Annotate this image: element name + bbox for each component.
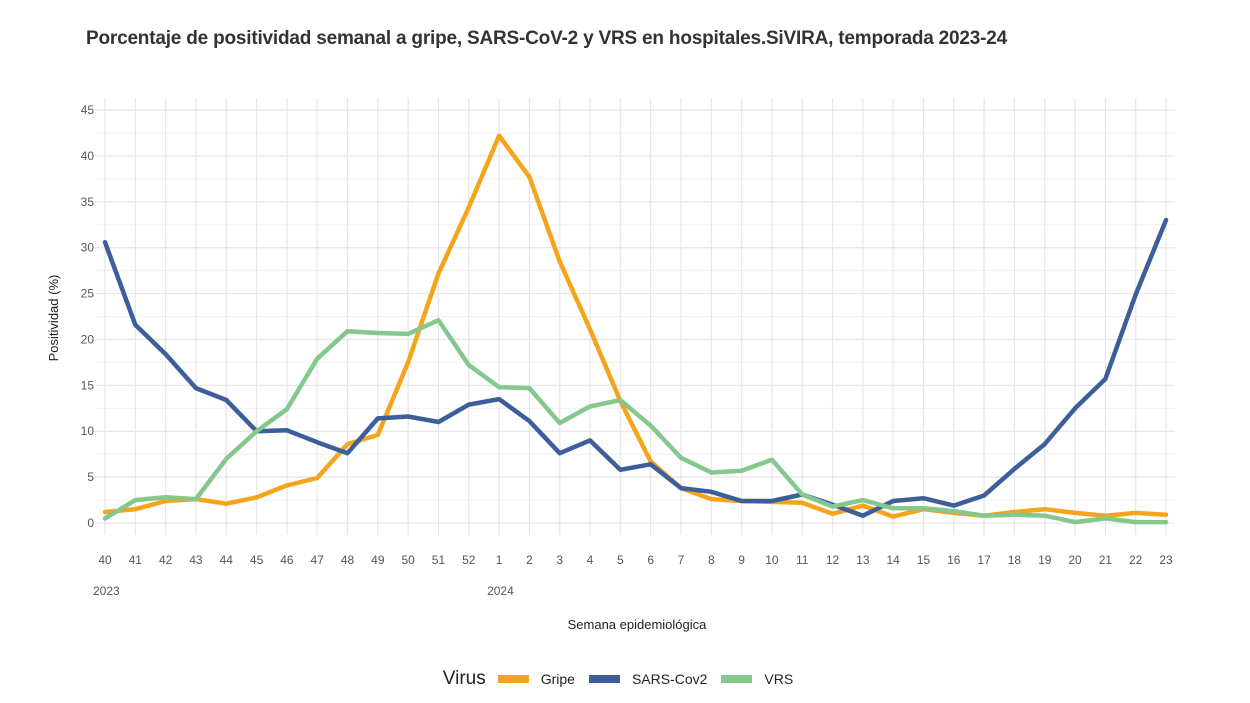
x-tick-label: 43 bbox=[189, 553, 203, 567]
x-tick-label: 41 bbox=[129, 553, 143, 567]
x-tick-label: 52 bbox=[462, 553, 476, 567]
x-axis-ticks: 40 41 42 43 44 45 46 47 48 49 50 51 52 1 2 3 4 5 6 7 8 9 10 11 1… bbox=[93, 553, 1173, 598]
legend-swatch-sars-cov2 bbox=[588, 675, 620, 683]
x-tick-label: 14 bbox=[886, 553, 900, 567]
series-line-sars-cov2 bbox=[102, 217, 1169, 518]
x-tick-label: 6 bbox=[647, 553, 654, 567]
x-tick-label: 5 bbox=[617, 553, 624, 567]
legend: Virus Gripe SARS-Cov2 VRS bbox=[0, 668, 1250, 690]
x-tick-label: 46 bbox=[280, 553, 294, 567]
legend-item-vrs: VRS bbox=[721, 671, 793, 687]
x-tick-label: 22 bbox=[1129, 553, 1143, 567]
x-tick-label: 20 bbox=[1068, 553, 1082, 567]
legend-swatch-vrs bbox=[721, 675, 753, 683]
series-lines bbox=[102, 133, 1169, 525]
x-tick-label: 12 bbox=[826, 553, 840, 567]
y-tick-label: 25 bbox=[81, 287, 95, 301]
x-tick-label: 42 bbox=[159, 553, 173, 567]
y-tick-label: 15 bbox=[81, 378, 95, 392]
y-tick-label: 40 bbox=[81, 149, 95, 163]
y-axis-title: Positividad (%) bbox=[46, 275, 61, 362]
x-tick-label: 17 bbox=[977, 553, 991, 567]
x-tick-label: 3 bbox=[556, 553, 563, 567]
chart-title: Porcentaje de positividad semanal a grip… bbox=[86, 28, 1008, 49]
legend-item-gripe: Gripe bbox=[497, 671, 575, 687]
x-tick-label: 8 bbox=[708, 553, 715, 567]
x-tick-label: 13 bbox=[856, 553, 870, 567]
x-year-label: 2023 bbox=[93, 584, 120, 598]
x-tick-label: 51 bbox=[432, 553, 446, 567]
y-tick-label: 45 bbox=[81, 103, 95, 117]
y-tick-label: 30 bbox=[81, 241, 95, 255]
x-tick-label: 47 bbox=[311, 553, 325, 567]
x-tick-label: 49 bbox=[371, 553, 385, 567]
y-axis-ticks: 0 5 10 15 20 25 30 35 40 45 bbox=[81, 103, 95, 530]
y-tick-label: 35 bbox=[81, 195, 95, 209]
x-tick-label: 7 bbox=[678, 553, 685, 567]
x-tick-label: 4 bbox=[587, 553, 594, 567]
legend-label-vrs: VRS bbox=[764, 671, 794, 687]
y-tick-label: 5 bbox=[87, 470, 94, 484]
x-tick-label: 23 bbox=[1159, 553, 1173, 567]
y-tick-label: 0 bbox=[87, 516, 94, 530]
legend-title: Virus bbox=[442, 668, 486, 689]
x-tick-label: 50 bbox=[401, 553, 415, 567]
legend-label-gripe: Gripe bbox=[540, 671, 575, 687]
x-tick-label: 18 bbox=[1008, 553, 1022, 567]
legend-item-sars-cov2: SARS-Cov2 bbox=[588, 671, 708, 687]
x-tick-label: 40 bbox=[98, 553, 112, 567]
x-year-label: 2024 bbox=[487, 584, 514, 598]
x-tick-label: 44 bbox=[220, 553, 234, 567]
x-axis-title: Semana epidemiológica bbox=[568, 617, 708, 632]
x-tick-label: 45 bbox=[250, 553, 264, 567]
y-tick-label: 10 bbox=[81, 424, 95, 438]
x-tick-label: 21 bbox=[1099, 553, 1113, 567]
x-tick-label: 15 bbox=[917, 553, 931, 567]
legend-swatch-gripe bbox=[497, 675, 529, 683]
legend-label-sars-cov2: SARS-Cov2 bbox=[631, 671, 708, 687]
x-tick-label: 9 bbox=[738, 553, 745, 567]
x-tick-label: 48 bbox=[341, 553, 355, 567]
x-tick-label: 11 bbox=[796, 553, 809, 567]
series-line-vrs bbox=[102, 317, 1169, 525]
grid bbox=[95, 98, 1175, 535]
x-tick-label: 2 bbox=[526, 553, 533, 567]
x-tick-label: 16 bbox=[947, 553, 961, 567]
x-tick-label: 19 bbox=[1038, 553, 1052, 567]
y-tick-label: 20 bbox=[81, 332, 95, 346]
x-tick-label: 10 bbox=[765, 553, 779, 567]
x-tick-label: 1 bbox=[496, 553, 503, 567]
series-line-gripe bbox=[102, 133, 1169, 519]
